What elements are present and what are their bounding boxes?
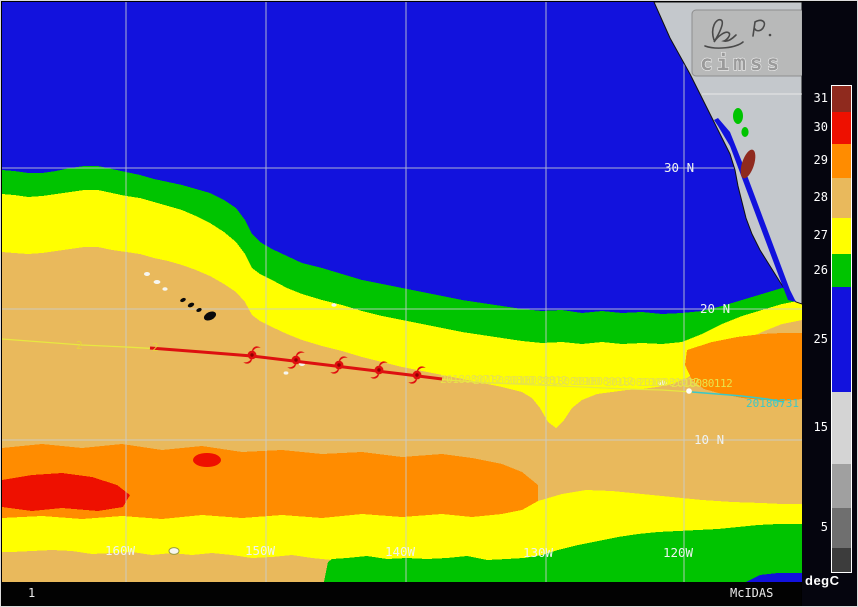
- frame-number: 1: [28, 586, 36, 600]
- track-hurricane-line: [149, 346, 443, 381]
- temperature-colorbar: 31 30 29 28 27 26 25 15 5: [804, 85, 852, 573]
- track-past-line: [691, 391, 785, 403]
- svg-text:30 N: 30 N: [664, 160, 694, 175]
- mcidas-label: McIDAS: [730, 586, 774, 600]
- colorbar-segment: [832, 548, 851, 572]
- svg-text:130W: 130W: [523, 545, 554, 560]
- colorbar-tick: 31: [813, 91, 828, 105]
- colorbar-tick: 5: [820, 520, 828, 534]
- svg-text:20 N: 20 N: [700, 301, 730, 316]
- svg-text:160W: 160W: [105, 543, 136, 558]
- sst-27-yellow-band: [2, 190, 802, 428]
- colorbar-tick: 15: [813, 420, 828, 434]
- sst-map: 2 2 2018080712 2018080800 2018080812 201…: [2, 2, 802, 582]
- sst-29-orange-band: [2, 444, 538, 519]
- lat-lon-grid: [2, 2, 802, 582]
- sst-26-green-bottom: [324, 524, 802, 582]
- white-specks: [144, 272, 667, 555]
- hawaii-islands: [180, 297, 217, 321]
- colorbar-panel: 31 30 29 28 27 26 25 15 5: [802, 2, 857, 606]
- colorbar-segment: [832, 178, 851, 218]
- colorbar-tick: 26: [813, 262, 828, 277]
- colorbar-swatches: [831, 85, 852, 573]
- svg-text:2018081012: 2018081012: [638, 376, 699, 389]
- colorbar-segment: [832, 218, 851, 254]
- sst-30-red-left: [2, 473, 130, 511]
- colorbar-tick: 27: [813, 228, 828, 242]
- colorbar-tick: 30: [813, 120, 828, 134]
- colorbar-segment: [832, 464, 851, 508]
- sst-26-green-band: [2, 166, 802, 344]
- colorbar-segment: [832, 144, 851, 178]
- svg-text:2018080912: 2018080912: [572, 375, 633, 388]
- colorbar-segment: [832, 392, 851, 464]
- track-date-labels: 2018080712 2018080800 2018080812 2018080…: [440, 373, 733, 390]
- cimss-logo-text: cimss: [700, 51, 783, 75]
- graticule-labels: 30 N 20 N 10 N 160W 150W 140W 130W 120W: [105, 160, 730, 560]
- track-cyan-date: 20180731: [746, 397, 799, 410]
- cimss-logo: cimss: [691, 9, 802, 77]
- svg-text:150W: 150W: [245, 543, 276, 558]
- status-bar: 1 McIDAS: [2, 582, 801, 606]
- gulf-of-california: [714, 118, 796, 302]
- svg-text:140W: 140W: [385, 544, 416, 559]
- svg-text:2018080812: 2018080812: [506, 374, 567, 387]
- land-green-patch-2: [741, 127, 749, 137]
- svg-text:2018080112: 2018080112: [671, 377, 732, 390]
- colorbar-segment: [832, 508, 851, 548]
- storm-track: [2, 338, 785, 403]
- colorbar-segment: [832, 86, 851, 112]
- colorbar-unit-label: degC: [805, 573, 840, 588]
- current-position-marker: [686, 388, 692, 394]
- land-green-patch: [733, 108, 743, 124]
- colorbar-tick: 29: [813, 153, 828, 167]
- colorbar-segment: [832, 287, 851, 392]
- colorbar-segment: [832, 254, 851, 287]
- colorbar-segment: [832, 112, 851, 144]
- gulf-hot-patch: [740, 149, 756, 179]
- colorbar-tick: 25: [813, 331, 828, 346]
- intensity-label: 2: [152, 341, 159, 354]
- svg-text:120W: 120W: [663, 545, 694, 560]
- signature-scribble: [704, 18, 772, 49]
- svg-text:2018080800: 2018080800: [473, 374, 534, 387]
- svg-text:2018080900: 2018080900: [539, 375, 600, 388]
- svg-text:2018080712: 2018080712: [440, 373, 501, 386]
- sst-29-orange-right: [685, 333, 802, 401]
- sst-25-blue-corner: [746, 573, 802, 582]
- intensity-label: 2: [76, 339, 83, 352]
- colorbar-labels: 31 30 29 28 27 26 25 15 5: [804, 85, 831, 573]
- colorbar-tick: 28: [813, 190, 828, 204]
- sst-30-red-spot: [193, 453, 221, 467]
- svg-text:10 N: 10 N: [694, 432, 724, 447]
- north-america-land: [653, 2, 802, 305]
- svg-text:2018081000: 2018081000: [605, 376, 666, 389]
- sst-27-yellow-bottom: [2, 490, 802, 564]
- sst-25-blue-region: [2, 2, 802, 314]
